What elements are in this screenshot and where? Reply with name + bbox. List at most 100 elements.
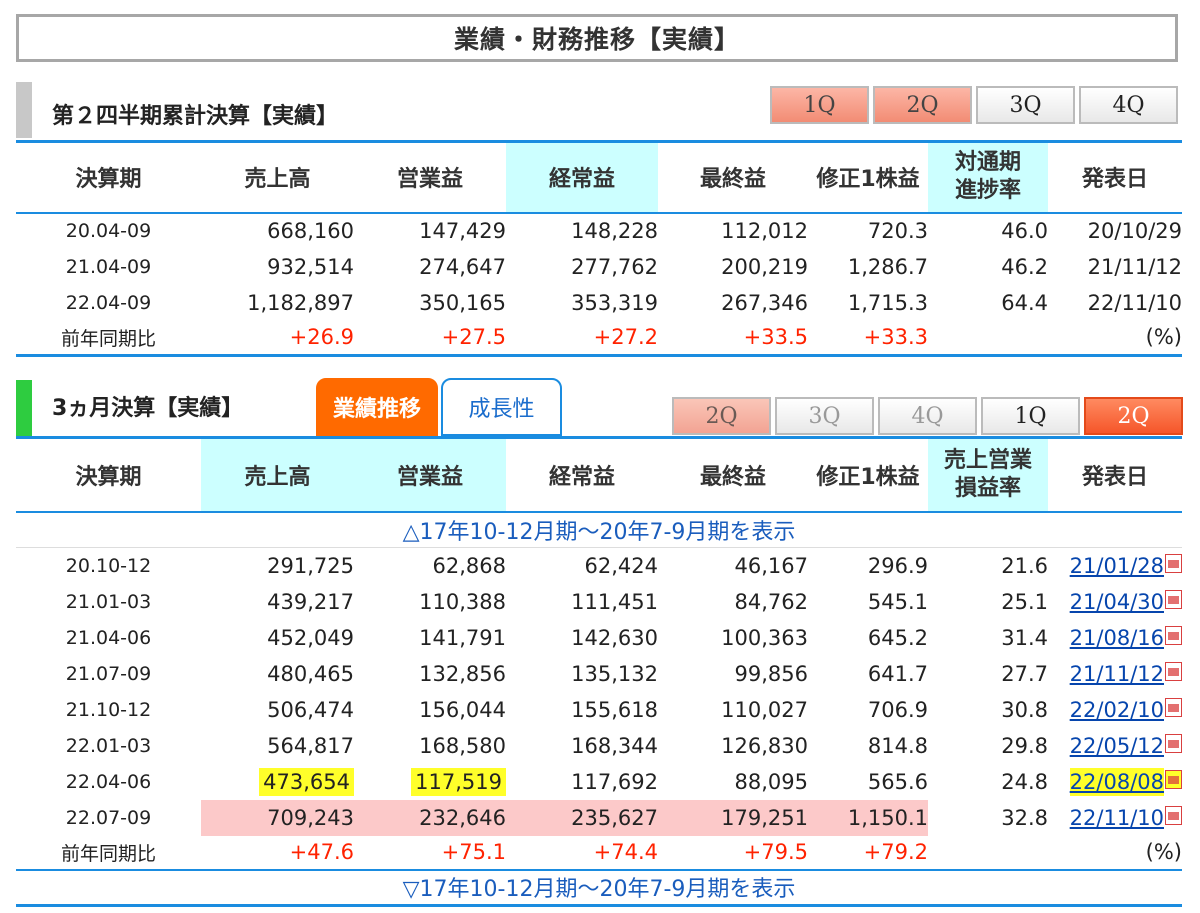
- col-period: 決算期: [75, 167, 142, 193]
- show-older-link[interactable]: △17年10-12月期～20年7-9月期を表示: [402, 519, 796, 545]
- table-row: 20.04-09 668,160 147,429 148,228 112,012…: [16, 213, 1182, 249]
- ordinary-cell: 142,630: [571, 625, 658, 650]
- pdf-icon[interactable]: [1165, 589, 1182, 609]
- cumulative-section-title: 第２四半期累計決算【実績】: [52, 104, 339, 129]
- ordinary-cell: 155,618: [571, 697, 658, 722]
- date-link[interactable]: 22/11/10: [1069, 805, 1164, 830]
- operating-cell: 117,519: [354, 764, 506, 800]
- col-eps: 修正1株益: [816, 464, 920, 490]
- tab-3q[interactable]: 3Q: [775, 397, 874, 435]
- net-cell: 110,027: [721, 697, 808, 722]
- col-margin: 売上営業 損益率: [928, 437, 1048, 512]
- tab-2q-prev[interactable]: 2Q: [672, 397, 771, 435]
- sales-cell: 473,654: [201, 764, 354, 800]
- col-sales: 売上高: [201, 437, 354, 512]
- operating-cell: 232,646: [354, 799, 506, 836]
- period-cell: 22.04-06: [65, 770, 152, 793]
- date-cell: 21/04/30: [1048, 584, 1182, 620]
- col-date: 発表日: [1081, 464, 1148, 490]
- table-row: 22.01-03 564,817 168,580 168,344 126,830…: [16, 728, 1182, 764]
- show-older-link-bottom[interactable]: ▽17年10-12月期～20年7-9月期を表示: [402, 877, 796, 903]
- section-marker: [16, 82, 32, 138]
- net-cell: 126,830: [721, 733, 808, 758]
- operating-cell: 156,044: [419, 697, 506, 722]
- marker-highlight: 117,519: [411, 767, 506, 796]
- sales-cell: 291,725: [267, 553, 354, 578]
- margin-cell: 27.7: [1001, 661, 1048, 686]
- operating-cell: 141,791: [419, 625, 506, 650]
- net-cell: 179,251: [658, 799, 808, 836]
- ordinary-cell: 117,692: [571, 769, 658, 794]
- tab-2q[interactable]: 2Q: [873, 86, 972, 124]
- period-cell: 21.07-09: [65, 662, 152, 685]
- date-link[interactable]: 21/04/30: [1069, 589, 1164, 614]
- quarterly-section-header: 3ヵ月決算【実績】: [16, 380, 1182, 436]
- yoy-eps: +33.3: [863, 325, 928, 350]
- net-cell: 46,167: [734, 553, 808, 578]
- yoy-sales: +26.9: [289, 325, 354, 350]
- table-row: 21.04-06 452,049 141,791 142,630 100,363…: [16, 620, 1182, 656]
- table-header-row: 決算期 売上高 営業益 経常益 最終益 修正1株益 売上営業 損益率 発表日: [16, 437, 1182, 512]
- date-link[interactable]: 22/02/10: [1069, 697, 1164, 722]
- unit-label: (%): [1145, 840, 1182, 864]
- period-cell: 22.07-09: [65, 806, 152, 829]
- date-cell: 22/11/10: [1087, 290, 1182, 315]
- pdf-icon[interactable]: [1165, 697, 1182, 717]
- margin-cell: 21.6: [1001, 553, 1048, 578]
- tab-1q[interactable]: 1Q: [981, 397, 1080, 435]
- margin-cell: 29.8: [1001, 733, 1048, 758]
- date-cell: 22/02/10: [1048, 692, 1182, 728]
- sales-cell: 480,465: [267, 661, 354, 686]
- yoy-ordinary: +27.2: [593, 325, 658, 350]
- tab-4q[interactable]: 4Q: [1079, 86, 1178, 124]
- tab-performance[interactable]: 業績推移: [316, 378, 438, 436]
- tab-2q-current[interactable]: 2Q: [1084, 397, 1183, 435]
- tab-growth[interactable]: 成長性: [441, 378, 562, 436]
- pdf-icon[interactable]: [1165, 661, 1182, 681]
- table-row: 22.04-09 1,182,897 350,165 353,319 267,3…: [16, 285, 1182, 321]
- period-cell: 21.01-03: [65, 590, 152, 613]
- ordinary-cell: 111,451: [571, 589, 658, 614]
- section-marker: [16, 380, 32, 436]
- date-link[interactable]: 22/05/12: [1069, 733, 1164, 758]
- tab-4q[interactable]: 4Q: [878, 397, 977, 435]
- progress-cell: 46.2: [1001, 254, 1048, 279]
- net-cell: 200,219: [721, 254, 808, 279]
- progress-cell: 64.4: [1001, 290, 1048, 315]
- pdf-icon[interactable]: [1165, 805, 1182, 825]
- pdf-icon[interactable]: [1165, 733, 1182, 753]
- marker-highlight: 473,654: [259, 767, 354, 796]
- pdf-icon[interactable]: [1165, 553, 1182, 573]
- tab-3q[interactable]: 3Q: [976, 86, 1075, 124]
- col-eps: 修正1株益: [816, 167, 920, 193]
- ordinary-cell: 135,132: [571, 661, 658, 686]
- pdf-icon[interactable]: [1165, 625, 1182, 645]
- tab-1q[interactable]: 1Q: [770, 86, 869, 124]
- eps-cell: 720.3: [867, 219, 928, 243]
- yoy-operating: +75.1: [441, 840, 506, 864]
- col-operating: 営業益: [354, 437, 506, 512]
- date-link[interactable]: 21/08/16: [1069, 625, 1164, 650]
- eps-cell: 641.7: [867, 661, 928, 686]
- period-cell: 21.04-06: [65, 626, 152, 649]
- cumulative-table: 決算期 売上高 営業益 経常益 最終益 修正1株益 対通期 進捗率 発表日 20…: [16, 140, 1182, 357]
- pdf-icon[interactable]: [1165, 769, 1182, 789]
- net-cell: 84,762: [734, 589, 808, 614]
- date-cell: 21/11/12: [1087, 254, 1182, 279]
- eps-cell: 814.8: [867, 733, 928, 758]
- col-ordinary: 経常益: [548, 464, 615, 490]
- date-link[interactable]: 21/01/28: [1069, 553, 1164, 578]
- col-net: 最終益: [699, 464, 766, 490]
- operating-cell: 132,856: [419, 661, 506, 686]
- cumulative-section-header: 第２四半期累計決算【実績】: [16, 82, 1182, 138]
- col-date: 発表日: [1081, 167, 1148, 193]
- sales-cell: 452,049: [267, 625, 354, 650]
- yoy-row: 前年同期比 +26.9 +27.5 +27.2 +33.5 +33.3 (%): [16, 321, 1182, 356]
- operating-cell: 274,647: [419, 254, 506, 279]
- date-link[interactable]: 21/11/12: [1069, 661, 1164, 686]
- operating-cell: 350,165: [419, 290, 506, 315]
- eps-cell: 706.9: [867, 697, 928, 722]
- date-link[interactable]: 22/08/08: [1069, 767, 1164, 796]
- operating-cell: 110,388: [419, 589, 506, 614]
- eps-cell: 1,286.7: [847, 254, 928, 279]
